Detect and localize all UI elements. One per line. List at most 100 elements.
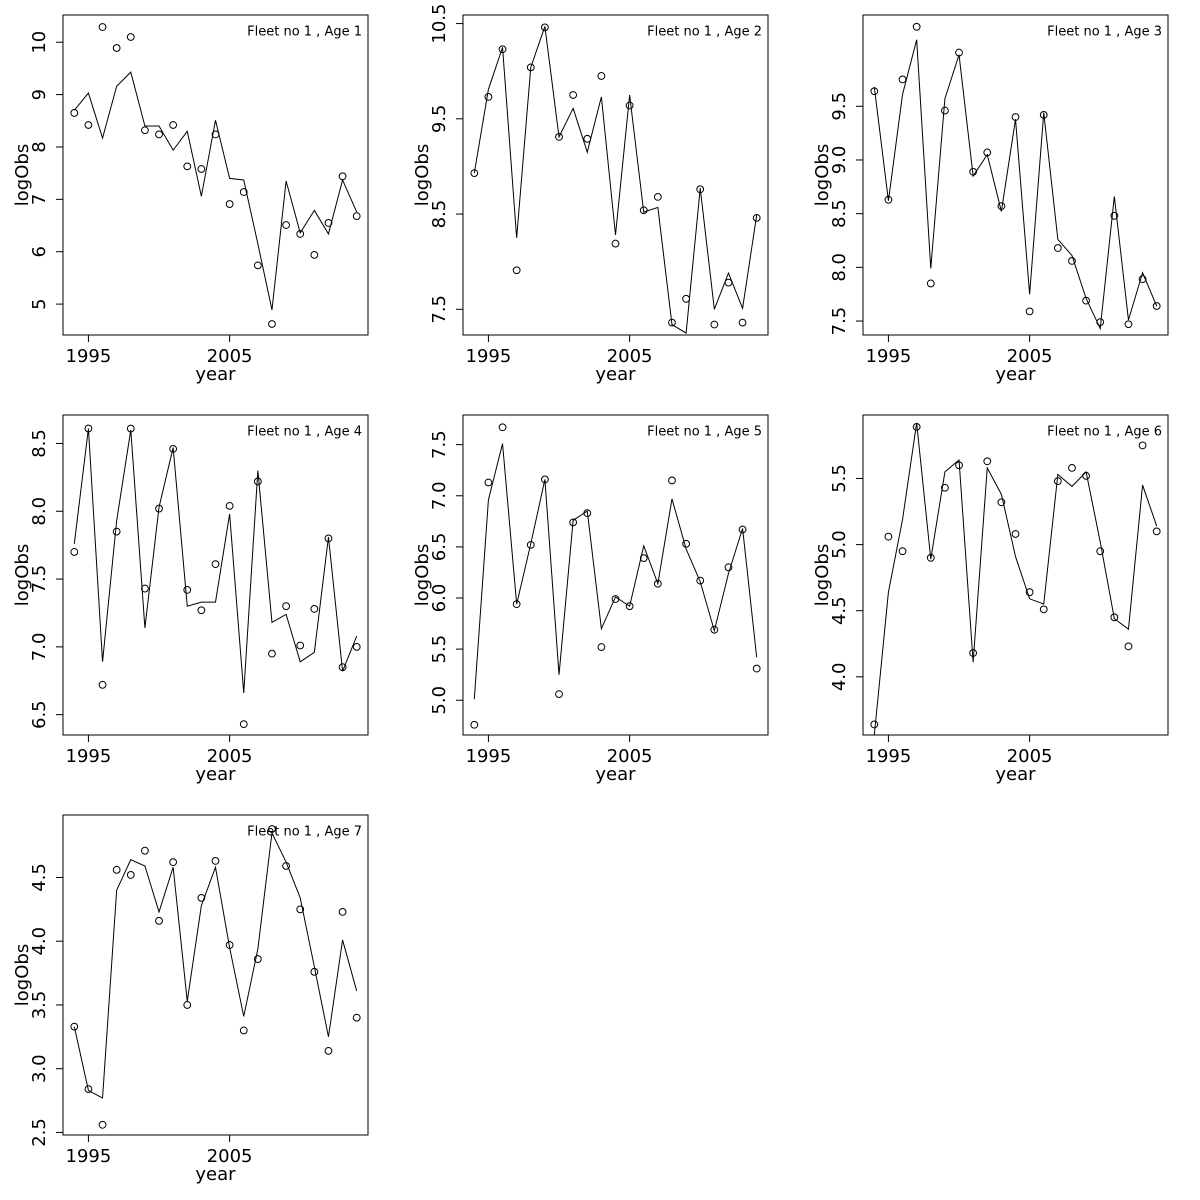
y-tick-label: 8.5 — [29, 429, 50, 458]
plot-frame — [462, 14, 769, 336]
observed-point — [611, 239, 620, 248]
observed-point — [1110, 211, 1119, 220]
y-tick-label: 5 — [29, 298, 50, 309]
observed-point — [540, 23, 549, 32]
observed-point — [310, 250, 319, 259]
observed-point — [625, 602, 634, 611]
y-tick-label: 7.5 — [429, 295, 450, 324]
observed-point — [253, 261, 262, 270]
observed-point — [310, 967, 319, 976]
observed-point — [98, 680, 107, 689]
observed-point — [140, 126, 149, 135]
x-tick-label: 2005 — [207, 346, 253, 367]
panel-title: Fleet no 1 , Age 7 — [247, 825, 362, 840]
observed-point — [597, 643, 606, 651]
observed-point — [1053, 244, 1062, 252]
observed-point — [239, 1026, 248, 1035]
y-tick-label: 7.5 — [429, 430, 450, 459]
panel-title: Fleet no 1 , Age 4 — [247, 425, 362, 440]
y-tick-label: 10 — [29, 31, 50, 54]
plot-frame — [62, 414, 369, 736]
observed-point — [126, 33, 135, 41]
y-tick-label: 7.5 — [29, 565, 50, 594]
observed-point — [140, 584, 149, 593]
observed-point — [526, 540, 535, 549]
plot-frame — [62, 814, 369, 1136]
x-tick-label: 2005 — [607, 346, 653, 367]
y-tick-label: 9.5 — [429, 104, 450, 133]
panel-title: Fleet no 1 , Age 3 — [1047, 25, 1162, 40]
y-axis-label: logObs — [12, 944, 33, 1006]
x-tick-label: 1995 — [66, 346, 112, 367]
observed-point — [1096, 547, 1105, 556]
x-axis-label: year — [995, 764, 1036, 785]
observed-point — [898, 547, 907, 556]
observed-point — [84, 1085, 93, 1094]
x-tick-label: 1995 — [866, 746, 912, 767]
observed-point — [470, 169, 479, 177]
observed-point — [183, 1001, 192, 1009]
x-tick-label: 1995 — [66, 746, 112, 767]
fitted-line — [473, 26, 758, 334]
y-tick-label: 4.0 — [29, 927, 50, 956]
observed-point — [470, 720, 479, 729]
observed-point — [310, 604, 319, 613]
fitted-line — [873, 422, 1158, 736]
x-tick-label: 2005 — [207, 746, 253, 767]
panel-title: Fleet no 1 , Age 5 — [647, 425, 762, 440]
observed-point — [70, 548, 79, 556]
x-tick-label: 2005 — [1007, 746, 1053, 767]
x-axis-label: year — [195, 1164, 236, 1185]
y-axis-label: logObs — [12, 144, 33, 206]
fitted-line — [73, 428, 358, 694]
observed-point — [597, 72, 606, 80]
observed-point — [211, 560, 220, 569]
observed-point — [169, 858, 178, 867]
y-tick-label: 10.5 — [429, 4, 450, 44]
observed-point — [1152, 527, 1161, 536]
observed-point — [940, 106, 949, 115]
y-tick-label: 8 — [29, 141, 50, 152]
observed-point — [1124, 320, 1133, 329]
plot-frame — [862, 414, 1169, 736]
y-tick-label: 3.5 — [29, 991, 50, 1020]
observed-point — [183, 586, 192, 594]
observed-point — [126, 871, 135, 879]
observed-point — [225, 501, 234, 510]
observed-point — [653, 193, 662, 201]
y-tick-label: 7.0 — [29, 633, 50, 662]
observed-point — [668, 318, 676, 327]
observed-point — [926, 279, 935, 288]
y-tick-label: 5.5 — [829, 464, 850, 493]
observed-point — [225, 200, 234, 208]
observed-point — [682, 294, 691, 303]
x-tick-label: 1995 — [466, 346, 512, 367]
observed-point — [239, 720, 248, 729]
y-tick-label: 3.0 — [29, 1054, 50, 1083]
x-axis-label: year — [995, 364, 1036, 385]
y-tick-label: 6.5 — [429, 533, 450, 562]
x-tick-label: 2005 — [207, 1146, 253, 1167]
y-axis-label: logObs — [412, 544, 433, 606]
observed-point — [352, 212, 361, 221]
observed-point — [1039, 605, 1048, 614]
observed-point — [253, 955, 262, 963]
x-tick-label: 2005 — [607, 746, 653, 767]
observed-point — [282, 221, 291, 229]
plot-frame — [62, 14, 369, 336]
observed-point — [1011, 530, 1020, 538]
y-axis-label: logObs — [412, 144, 433, 206]
x-tick-label: 1995 — [66, 1146, 112, 1167]
y-tick-label: 9.5 — [829, 92, 850, 121]
observed-point — [625, 101, 634, 110]
y-tick-label: 2.5 — [29, 1118, 50, 1147]
plot-frame — [862, 14, 1169, 336]
observed-point — [296, 230, 305, 238]
x-tick-label: 2005 — [1007, 346, 1053, 367]
y-tick-label: 8.0 — [29, 497, 50, 526]
y-tick-label: 5.0 — [829, 530, 850, 559]
